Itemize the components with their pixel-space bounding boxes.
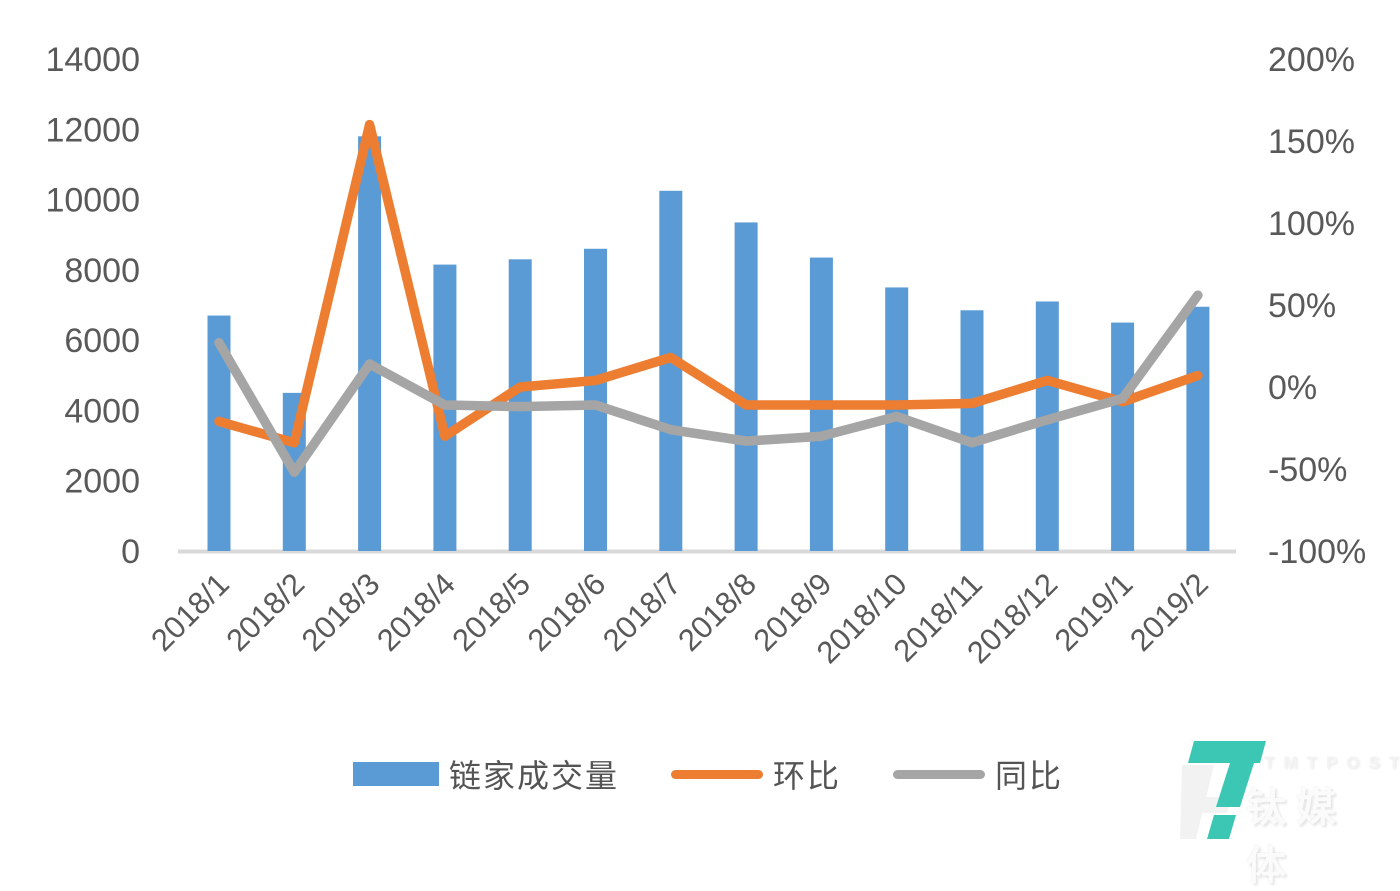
- x-axis-label: 2018/3: [295, 566, 387, 658]
- bar-2018/12: [1035, 301, 1059, 551]
- line-同比: [214, 290, 1203, 478]
- legend-label-yoy: 同比: [995, 758, 1064, 794]
- y-axis-tick-left: 10000: [45, 182, 140, 220]
- logo-stem: [1216, 763, 1254, 807]
- y-axis-tick-right: 0%: [1268, 369, 1317, 407]
- line-环比: [214, 119, 1203, 448]
- legend-label-mom: 环比: [772, 758, 841, 794]
- bar-2018/11: [960, 310, 984, 551]
- tmtpost-brand-cn-text: 钛媒体: [1246, 786, 1346, 888]
- legend-item-yoy: 同比: [893, 751, 1063, 797]
- y-axis-tick-left: 2000: [64, 463, 140, 501]
- tmtpost-logo-icon: [1180, 741, 1266, 839]
- x-axis-label: 2018/6: [521, 566, 613, 658]
- x-axis-label: 2019/2: [1123, 566, 1215, 658]
- legend-item-mom: 环比: [670, 751, 841, 797]
- tmtpost-brand-text: TMTPOST: [1264, 753, 1400, 772]
- x-axis-label: 2018/1: [144, 566, 236, 658]
- y-axis-tick-left: 12000: [45, 111, 140, 149]
- y-axis-tick-right: 100%: [1268, 205, 1355, 243]
- y-axis-tick-left: 6000: [64, 322, 140, 360]
- legend-swatch-volume-bar: [352, 762, 439, 786]
- x-axis-label: 2018/7: [596, 566, 688, 658]
- bar-2018/7: [659, 190, 683, 552]
- legend-item-volume: 链家成交量: [352, 751, 619, 797]
- bar-2019/1: [1111, 322, 1135, 551]
- bar-2018/3: [358, 136, 382, 552]
- bar-2019/2: [1186, 306, 1210, 551]
- y-axis-tick-left: 0: [121, 533, 140, 571]
- x-axis-label: 2018/2: [219, 566, 311, 658]
- x-axis-label: 2018/4: [370, 566, 462, 658]
- x-axis-label: 2018/8: [671, 566, 763, 658]
- chart-canvas: 0 2000 4000 6000 8000 10000 12000 14000 -100% -50…: [45, 41, 1366, 670]
- legend-swatch-mom-line: [670, 769, 763, 779]
- legend-swatch-yoy-line: [893, 769, 985, 779]
- y-axis-tick-right: 200%: [1268, 41, 1355, 79]
- chart-figure: { "chart_data": { "type": "bar", "title"…: [45, 41, 1400, 888]
- y-axis-tick-right: -100%: [1268, 533, 1366, 571]
- bar-2018/8: [734, 222, 758, 551]
- tmtpost-watermark: TMTPOST 钛媒体: [1178, 735, 1399, 888]
- bar-2018/6: [584, 248, 607, 551]
- logo-foot: [1207, 815, 1236, 839]
- x-axis-label: 2018/5: [445, 566, 537, 658]
- y-axis-tick-left: 8000: [64, 252, 140, 290]
- legend-label-volume: 链家成交量: [448, 758, 619, 794]
- x-axis-label: 2019/1: [1048, 566, 1140, 658]
- logo-top-bar: [1188, 741, 1266, 763]
- y-axis-tick-right: 150%: [1268, 123, 1355, 161]
- bar-2018/1: [207, 315, 231, 551]
- chart-legend: 链家成交量 环比 同比: [180, 750, 1236, 798]
- y-axis-tick-right: 50%: [1268, 287, 1336, 325]
- y-axis-tick-right: -50%: [1268, 451, 1347, 489]
- y-axis-tick-left: 14000: [45, 41, 140, 79]
- y-axis-tick-left: 4000: [64, 392, 140, 430]
